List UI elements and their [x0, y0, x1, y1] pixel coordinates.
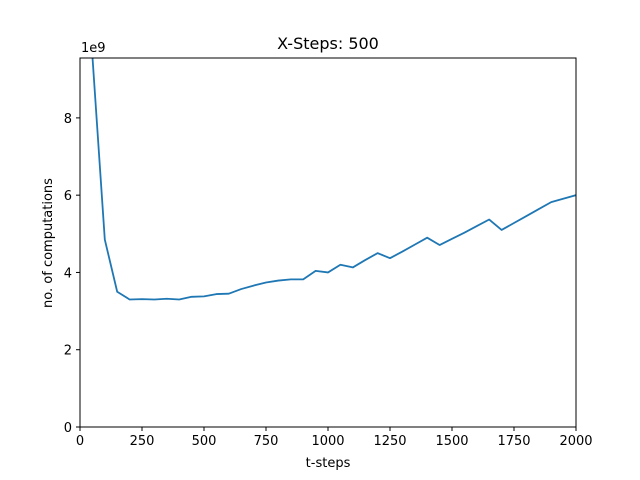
- x-tick-label: 1250: [373, 434, 406, 449]
- axes-frame: [79, 57, 577, 428]
- x-tick-label: 250: [130, 434, 155, 449]
- y-offset-label: 1e9: [81, 41, 106, 56]
- x-axis-label: t-steps: [306, 456, 351, 471]
- chart-title: X-Steps: 500: [277, 34, 379, 53]
- x-tick-label: 1500: [435, 434, 468, 449]
- x-tick-label: 750: [254, 434, 279, 449]
- y-tick-label: 6: [64, 189, 72, 204]
- series-layer: [91, 58, 576, 301]
- y-tick-label: 8: [64, 112, 72, 127]
- y-axis-label: no. of computations: [41, 178, 56, 308]
- axes-layer: 0 250 500 750 1000 1250 1500 1750 2000 0 2 4 6 8: [64, 57, 593, 449]
- y-tick-label: 0: [64, 421, 72, 436]
- x-tick-label: 2000: [559, 434, 592, 449]
- series-line-0: [91, 58, 576, 301]
- y-tick-label: 2: [64, 344, 72, 359]
- x-tick-label: 1000: [311, 434, 344, 449]
- y-tick-label: 4: [64, 266, 72, 281]
- x-tick-label: 0: [76, 434, 84, 449]
- x-tick-label: 500: [192, 434, 217, 449]
- x-tick-label: 1750: [497, 434, 530, 449]
